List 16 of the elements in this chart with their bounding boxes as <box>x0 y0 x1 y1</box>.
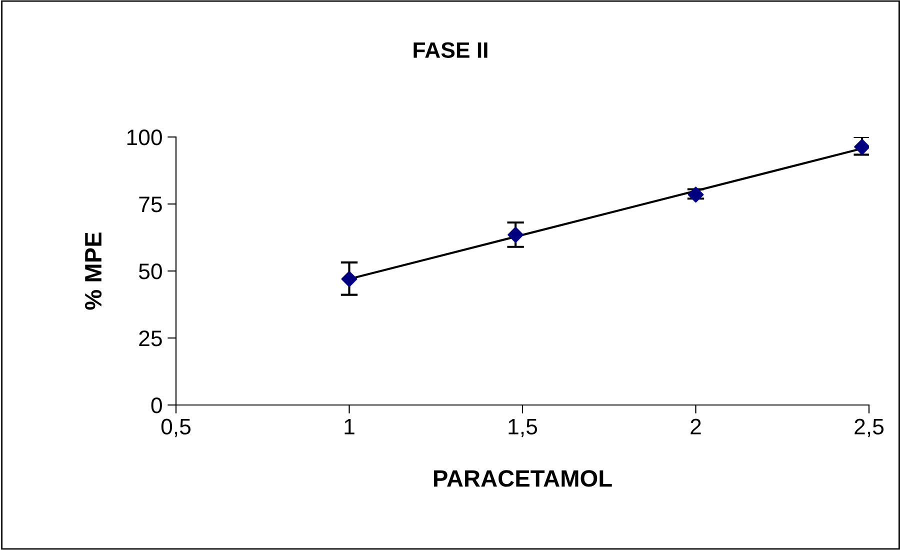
x-tick-label: 1 <box>344 419 354 434</box>
point <box>688 186 704 203</box>
x-tick-label: 1,5 <box>508 419 538 438</box>
x-tick-label: 0,5 <box>161 418 191 438</box>
chart-title: FASE II <box>414 42 488 58</box>
y-tick-label: 50 <box>138 264 162 280</box>
y-axis-title: % MPE <box>84 232 102 310</box>
x-tick-label: 2 <box>690 418 701 434</box>
x-axis-title: PARACETAMOL <box>434 470 612 487</box>
x-tick-label: 2,5 <box>854 418 884 438</box>
y-tick-label: 0 <box>151 398 162 414</box>
point <box>508 226 524 243</box>
y-tick-label: 100 <box>127 130 162 146</box>
y-tick-label: 75 <box>139 196 162 212</box>
y-tick-label: 25 <box>139 330 162 346</box>
point <box>341 271 358 288</box>
